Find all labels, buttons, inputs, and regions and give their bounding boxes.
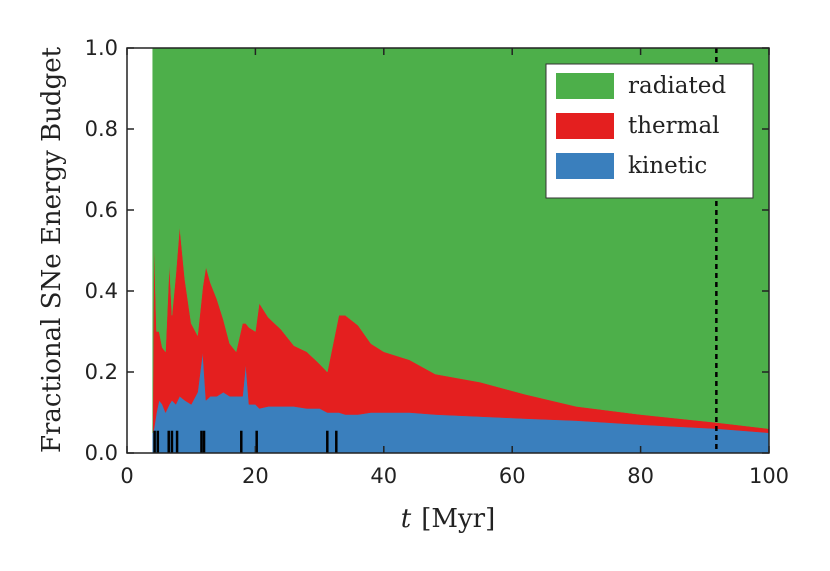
y-tick-label: 1.0 [85,36,118,60]
legend: radiated thermal kinetic [545,63,754,199]
y-tick-label: 0.2 [85,360,118,384]
plot-frame [126,47,770,454]
x-tick-label: 20 [242,464,269,488]
legend-label-radiated: radiated [628,73,726,99]
legend-swatch-radiated [556,73,614,99]
y-tick-label: 0.4 [85,279,118,303]
y-axis: 0.0 0.2 0.4 0.6 0.8 1.0 [85,36,769,465]
x-axis-label-unit: [Myr] [421,504,495,534]
x-axis-label: t [Myr] [401,504,495,534]
y-tick-label: 0.0 [85,441,118,465]
x-tick-label: 40 [370,464,397,488]
y-tick-label: 0.6 [85,198,118,222]
x-tick-label: 0 [120,464,133,488]
y-tick-label: 0.8 [85,117,118,141]
y-axis-label: Fractional SNe Energy Budget [37,46,67,453]
x-tick-label: 60 [499,464,526,488]
x-tick-label: 80 [627,464,654,488]
legend-label-kinetic: kinetic [628,153,707,179]
x-axis: 0 20 40 60 80 100 [120,48,789,488]
legend-label-thermal: thermal [628,113,720,139]
legend-swatch-kinetic [556,153,614,179]
legend-swatch-thermal [556,113,614,139]
x-tick-label: 100 [749,464,789,488]
x-axis-label-variable: t [401,504,412,534]
